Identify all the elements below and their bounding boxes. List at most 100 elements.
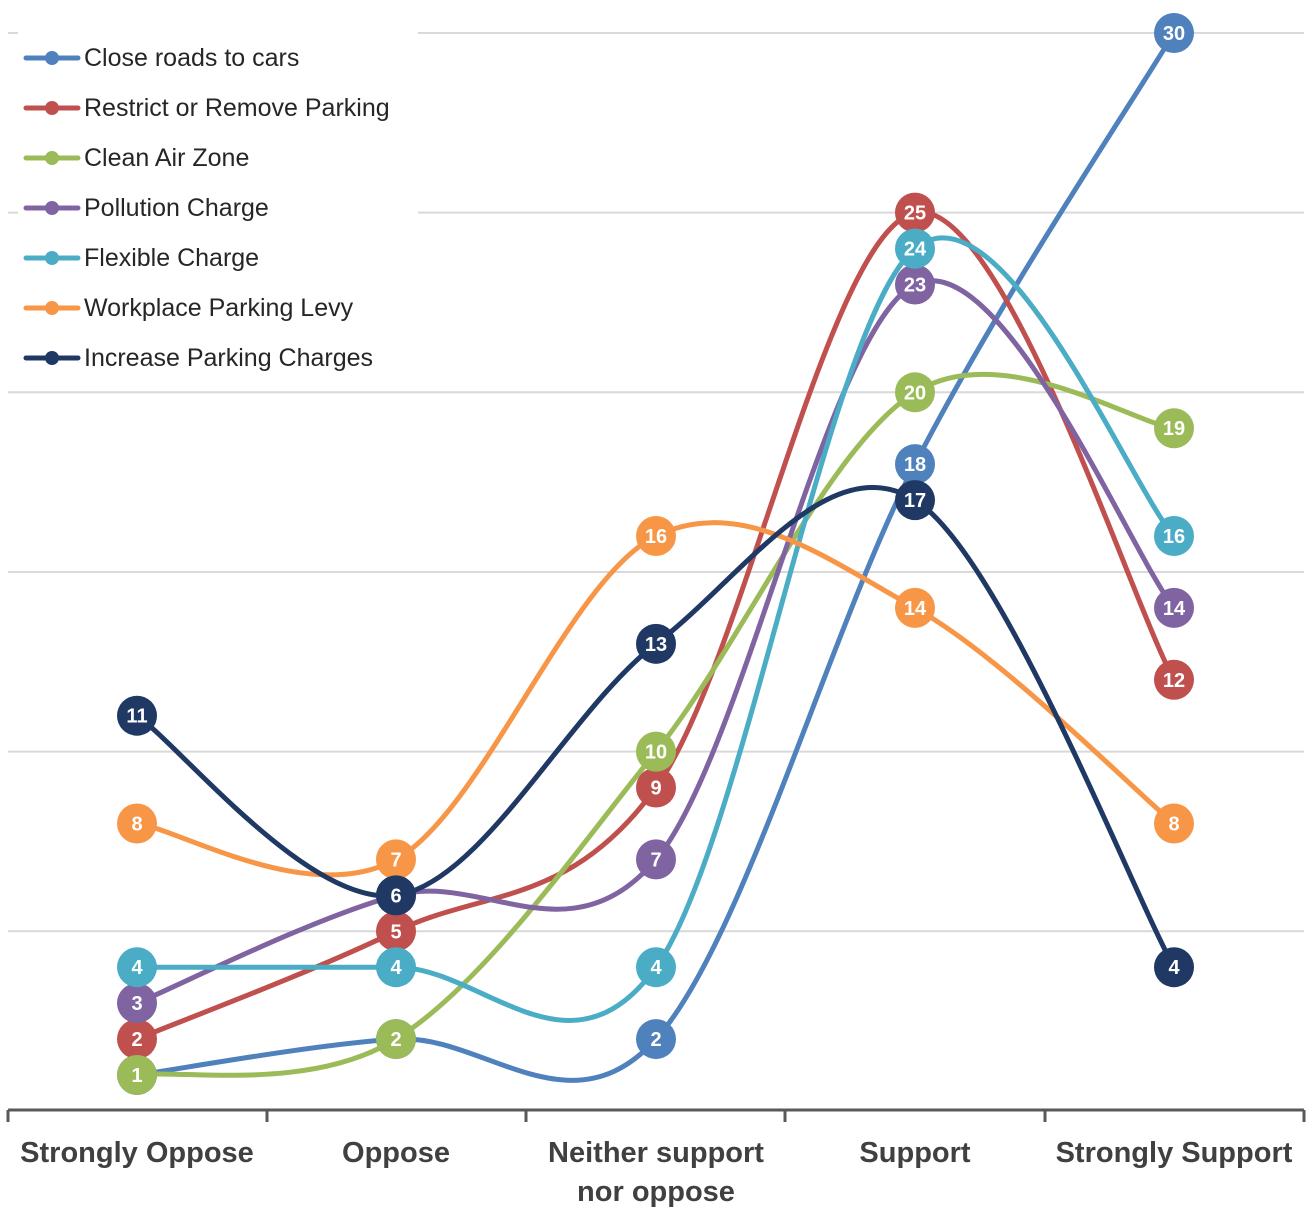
legend-item: Clean Air Zone bbox=[23, 144, 249, 172]
data-point bbox=[895, 228, 935, 269]
series-line bbox=[134, 209, 1177, 1042]
data-label: 6 bbox=[390, 885, 401, 907]
data-point bbox=[636, 623, 676, 664]
series-line bbox=[134, 278, 1177, 1006]
data-point bbox=[117, 947, 157, 988]
data-point bbox=[895, 264, 935, 305]
legend-swatch-marker bbox=[45, 201, 59, 215]
legend-swatch-marker bbox=[45, 351, 59, 365]
legend-item: Flexible Charge bbox=[23, 244, 259, 272]
data-label: 8 bbox=[131, 813, 142, 835]
data-label: 4 bbox=[650, 957, 662, 979]
data-point bbox=[1154, 947, 1194, 988]
data-point bbox=[1154, 803, 1194, 844]
legend-item: Pollution Charge bbox=[23, 194, 269, 222]
x-tick-label: Neither support nor oppose bbox=[548, 1137, 764, 1208]
data-point bbox=[376, 1019, 416, 1060]
data-point bbox=[636, 839, 676, 880]
legend-swatch-marker bbox=[45, 151, 59, 165]
x-tick-label: Oppose bbox=[342, 1137, 450, 1169]
legend-label: Increase Parking Charges bbox=[84, 344, 373, 372]
legend-item: Restrict or Remove Parking bbox=[23, 94, 390, 122]
data-label: 20 bbox=[904, 382, 926, 404]
data-point bbox=[1154, 587, 1194, 628]
data-point bbox=[376, 839, 416, 880]
data-point bbox=[895, 192, 935, 233]
series-line bbox=[134, 485, 1177, 970]
legend-swatch-marker bbox=[45, 51, 59, 65]
legend: Close roads to cars Restrict or Remove Pa… bbox=[23, 44, 390, 372]
data-label: 19 bbox=[1163, 418, 1185, 440]
data-label: 14 bbox=[1163, 598, 1186, 620]
data-label: 4 bbox=[131, 957, 143, 979]
data-label: 12 bbox=[1163, 670, 1185, 692]
legend-label: Restrict or Remove Parking bbox=[84, 94, 390, 122]
data-point bbox=[636, 1019, 676, 1060]
data-label: 16 bbox=[1163, 526, 1185, 548]
legend-swatch-marker bbox=[45, 251, 59, 265]
series-markers: 11 6 13 17 4 bbox=[117, 480, 1194, 988]
data-label: 10 bbox=[645, 742, 667, 764]
data-point bbox=[1154, 408, 1194, 449]
data-label: 23 bbox=[904, 275, 926, 297]
data-label: 2 bbox=[650, 1029, 661, 1051]
x-tick-label: Strongly Support bbox=[1056, 1137, 1293, 1169]
data-label: 18 bbox=[904, 454, 926, 476]
legend-label: Pollution Charge bbox=[84, 194, 269, 222]
data-point bbox=[895, 444, 935, 485]
data-label: 3 bbox=[131, 993, 142, 1015]
data-point bbox=[636, 516, 676, 557]
legend-item: Close roads to cars bbox=[23, 44, 299, 72]
series-line bbox=[134, 235, 1177, 1023]
data-point bbox=[636, 731, 676, 772]
data-point bbox=[895, 372, 935, 413]
legend-label: Close roads to cars bbox=[84, 44, 299, 72]
data-point bbox=[117, 1055, 157, 1095]
data-label: 2 bbox=[131, 1029, 142, 1051]
data-label: 11 bbox=[126, 706, 147, 728]
data-label: 7 bbox=[390, 849, 401, 871]
data-label: 16 bbox=[645, 526, 667, 548]
x-axis: Strongly Oppose Oppose Neither support nor … bbox=[6, 1108, 1306, 1208]
data-label: 14 bbox=[904, 598, 927, 620]
data-label: 30 bbox=[1163, 23, 1185, 45]
data-point bbox=[117, 983, 157, 1024]
legend-label: Clean Air Zone bbox=[84, 144, 249, 172]
data-label: 8 bbox=[1168, 813, 1179, 835]
data-label: 2 bbox=[390, 1029, 401, 1051]
data-point bbox=[636, 767, 676, 808]
legend-label: Flexible Charge bbox=[84, 244, 259, 272]
legend-swatch-marker bbox=[45, 101, 59, 115]
data-markers: 1221830259251212102019367231444424168716… bbox=[117, 13, 1194, 1095]
data-label: 1 bbox=[131, 1065, 142, 1087]
data-label: 4 bbox=[390, 957, 402, 979]
data-label: 7 bbox=[650, 849, 661, 871]
data-point bbox=[376, 911, 416, 952]
data-label: 5 bbox=[390, 921, 401, 943]
legend-item: Increase Parking Charges bbox=[23, 344, 373, 372]
series-markers: 4 4 4 24 16 bbox=[117, 228, 1194, 988]
series-lines bbox=[134, 30, 1177, 1083]
data-label: 17 bbox=[904, 490, 926, 512]
data-label: 13 bbox=[645, 634, 667, 656]
legend-label: Workplace Parking Levy bbox=[84, 294, 354, 322]
data-point bbox=[376, 947, 416, 988]
series-line bbox=[134, 30, 1177, 1083]
series-line bbox=[134, 520, 1177, 878]
data-label: 24 bbox=[904, 239, 927, 261]
data-label: 4 bbox=[1168, 957, 1180, 979]
legend-swatch-marker bbox=[45, 301, 59, 315]
data-point bbox=[117, 695, 157, 736]
legend-item: Workplace Parking Levy bbox=[23, 294, 354, 322]
x-tick-label: Strongly Oppose bbox=[20, 1137, 254, 1169]
data-point bbox=[895, 480, 935, 521]
data-point bbox=[117, 1019, 157, 1060]
data-point bbox=[895, 587, 935, 628]
data-point bbox=[376, 875, 416, 916]
data-point bbox=[636, 947, 676, 988]
data-point bbox=[117, 803, 157, 844]
data-label: 25 bbox=[904, 203, 926, 225]
